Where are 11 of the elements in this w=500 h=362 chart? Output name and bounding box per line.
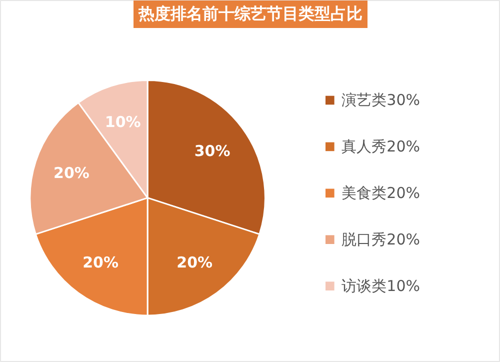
data-label: 10% [104, 112, 141, 131]
data-label: 20% [82, 254, 118, 272]
legend-label: 演艺类30% [342, 91, 420, 110]
chart-title: 热度排名前十综艺节目类型占比 [138, 4, 362, 23]
legend-label: 访谈类10% [342, 277, 420, 296]
legend-label: 真人秀20% [342, 138, 420, 156]
data-label: 20% [176, 254, 213, 272]
legend-label: 脱口秀20% [342, 230, 420, 249]
data-label: 30% [194, 142, 230, 160]
data-label: 20% [54, 164, 90, 182]
legend-label: 美食类20% [342, 184, 420, 202]
